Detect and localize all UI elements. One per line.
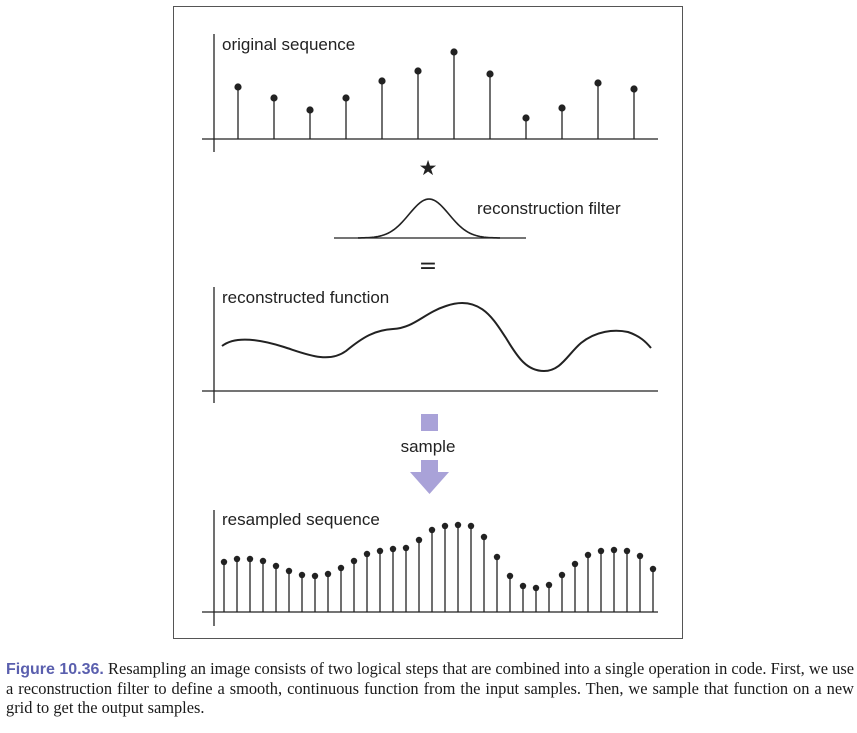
resampled-sample-point: [246, 555, 254, 563]
resampled-sample-point: [402, 544, 410, 552]
resampled-sample-point: [285, 567, 293, 575]
original-sample-point: [630, 85, 638, 93]
resampled-sample-point: [571, 560, 579, 568]
resampled-sample-point: [389, 545, 397, 553]
resampled-sample-point: [350, 557, 358, 565]
original-sample-point: [270, 94, 278, 102]
sample-label: sample: [401, 437, 456, 456]
resampled-sample-point: [493, 553, 501, 561]
reconstructed-curve: [221, 301, 652, 373]
sample-arrow-tail-icon: [421, 414, 438, 431]
resampled-sample-point: [532, 584, 540, 592]
resampled-sample-point: [233, 555, 241, 563]
resampled-sample-point: [623, 547, 631, 555]
caption-text: Resampling an image consists of two logi…: [6, 659, 854, 717]
original-sample-point: [378, 77, 386, 85]
sample-arrow-head-icon: [410, 460, 449, 494]
reconstructed-function-panel: reconstructed function: [202, 287, 658, 403]
equals-sign-icon: =: [419, 254, 437, 279]
resampled-sample-point: [324, 570, 332, 578]
resampled-sample-point: [428, 526, 436, 534]
resampled-sample-point: [454, 521, 462, 529]
resampled-sequence-panel: resampled sequence: [202, 510, 658, 626]
resampled-sample-point: [337, 564, 345, 572]
resampled-sample-point: [610, 546, 618, 554]
original-sample-point: [450, 48, 458, 56]
original-sample-point: [486, 70, 494, 78]
original-sample-point: [414, 67, 422, 75]
original-sample-point: [558, 104, 566, 112]
original-sample-point: [234, 83, 242, 91]
original-sample-point: [522, 114, 530, 122]
resampled-sample-point: [441, 522, 449, 530]
figure-frame: [173, 6, 683, 639]
resampled-sample-point: [220, 558, 228, 566]
reconstruction-filter-label: reconstruction filter: [477, 199, 621, 218]
figure-caption: Figure 10.36. Resampling an image consis…: [6, 659, 854, 717]
resampled-sample-point: [363, 550, 371, 558]
reconstruction-filter-panel: reconstruction filter: [334, 198, 621, 239]
sample-arrow: sample: [401, 414, 456, 494]
original-sample-point: [342, 94, 350, 102]
original-sample-point: [594, 79, 602, 87]
resampled-sample-point: [415, 536, 423, 544]
resampled-sample-point: [376, 547, 384, 555]
original-stems: [234, 48, 638, 139]
figure-number: Figure 10.36.: [6, 661, 104, 678]
original-sequence-panel: original sequence: [202, 34, 658, 152]
filter-curve: [357, 198, 501, 239]
resampled-stems: [220, 521, 657, 612]
resampled-sample-point: [584, 551, 592, 559]
original-sequence-label: original sequence: [222, 35, 355, 54]
original-sample-point: [306, 106, 314, 114]
resampled-sample-point: [545, 581, 553, 589]
resampled-sequence-label: resampled sequence: [222, 510, 380, 529]
resampled-sample-point: [636, 552, 644, 560]
resampled-sample-point: [467, 522, 475, 530]
resampled-sample-point: [480, 533, 488, 541]
resampled-sample-point: [506, 572, 514, 580]
resampled-sample-point: [311, 572, 319, 580]
reconstructed-function-label: reconstructed function: [222, 288, 389, 307]
resampled-sample-point: [272, 562, 280, 570]
resampled-sample-point: [519, 582, 527, 590]
resampled-sample-point: [259, 557, 267, 565]
resampled-sample-point: [649, 565, 657, 573]
resampled-sample-point: [298, 571, 306, 579]
resampled-sample-point: [558, 571, 566, 579]
convolution-star-icon: ★: [419, 156, 438, 180]
resampled-sample-point: [597, 547, 605, 555]
